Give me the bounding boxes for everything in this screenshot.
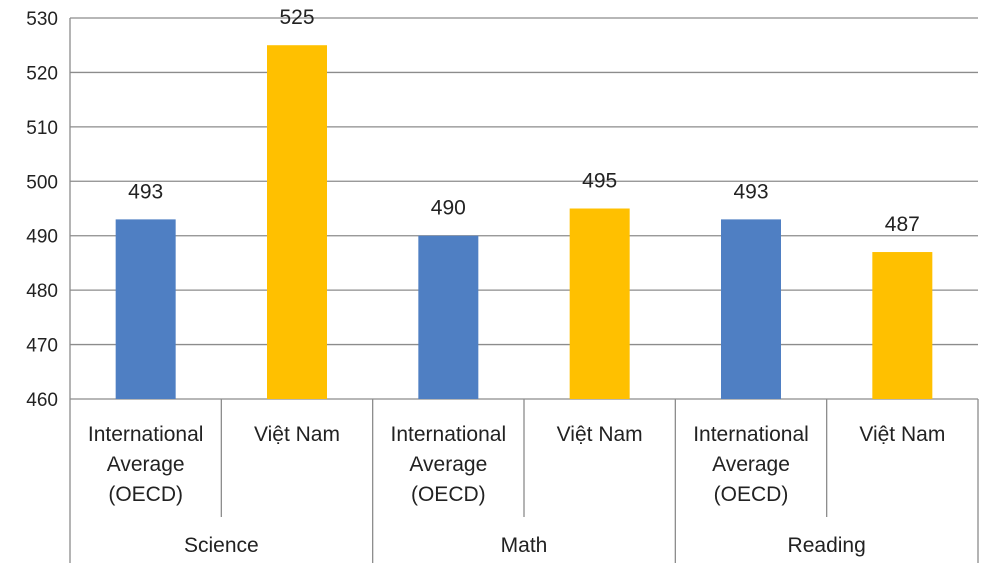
bars	[115, 45, 933, 399]
y-tick-label: 460	[26, 390, 58, 411]
bar-reading-vietnam	[872, 252, 933, 399]
bar-reading-oecd	[721, 219, 781, 399]
y-tick-label: 490	[26, 227, 58, 248]
category-label: International	[88, 423, 204, 446]
gridlines	[70, 17, 978, 400]
category-label: International	[693, 423, 809, 446]
bar-science-oecd	[115, 219, 176, 399]
category-label: (OECD)	[108, 483, 183, 506]
category-label: Việt Nam	[557, 423, 643, 446]
bar-math-vietnam	[569, 208, 630, 399]
data-label: 493	[128, 180, 163, 203]
category-label: Việt Nam	[859, 423, 945, 446]
data-labels: 493 525 490 495 493 487	[128, 6, 920, 236]
category-label: Average	[409, 453, 487, 476]
y-tick-label: 500	[26, 172, 58, 193]
bar-science-vietnam	[267, 45, 327, 399]
category-label: Average	[107, 453, 185, 476]
y-tick-label: 520	[26, 63, 58, 84]
y-tick-label: 470	[26, 336, 58, 357]
group-label: Math	[501, 534, 548, 557]
data-label: 493	[733, 180, 768, 203]
group-label: Science	[184, 534, 259, 557]
category-label: (OECD)	[411, 483, 486, 506]
bar-math-oecd	[418, 235, 479, 399]
y-tick-label: 510	[26, 118, 58, 139]
axes: 460 470 480 490 500 510 520 530 International Ave…	[26, 9, 979, 563]
category-label: (OECD)	[714, 483, 789, 506]
y-tick-label: 530	[26, 9, 58, 30]
data-label: 495	[582, 170, 617, 193]
group-label: Reading	[788, 534, 866, 557]
y-tick-label: 480	[26, 281, 58, 302]
data-label: 525	[279, 6, 314, 29]
data-label: 490	[431, 197, 466, 220]
data-label: 487	[885, 213, 920, 236]
category-label: Việt Nam	[254, 423, 340, 446]
category-label: International	[391, 423, 507, 446]
category-label: Average	[712, 453, 790, 476]
